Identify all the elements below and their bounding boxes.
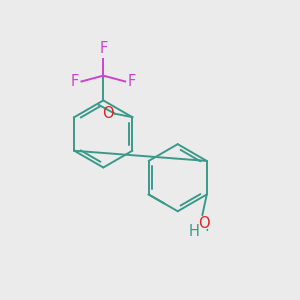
Text: F: F [128, 74, 136, 89]
Text: O: O [198, 216, 210, 231]
Text: F: F [71, 74, 79, 89]
Text: H: H [189, 224, 200, 239]
Text: ·: · [205, 224, 209, 239]
Text: F: F [99, 41, 107, 56]
Text: O: O [102, 106, 113, 121]
